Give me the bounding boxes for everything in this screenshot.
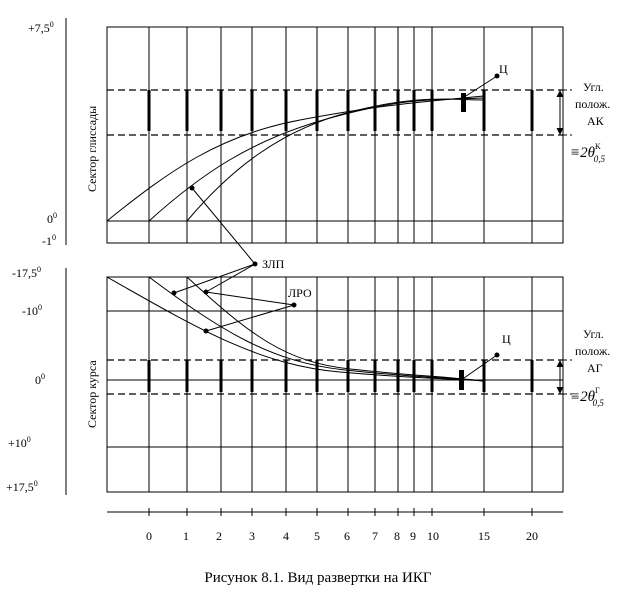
glide-angle-label-line3: АК (587, 114, 605, 128)
x-axis: 0 1 2 3 4 5 6 7 8 9 10 15 20 (107, 508, 563, 543)
glide-y-label: 00 (47, 211, 57, 226)
lro-label: ЛРО (288, 286, 312, 300)
glide-sector-panel: Ц Угл. полож. АК ≡2θK 0,5 Сектор глиссады… (28, 18, 610, 248)
x-tick-label: 1 (183, 529, 189, 543)
glide-angle-label-line2: полож. (575, 97, 610, 111)
glide-target-leader (465, 75, 498, 97)
course-y-label: -100 (22, 303, 42, 318)
course-equisignal-marks (147, 360, 534, 392)
x-tick-label: 5 (314, 529, 320, 543)
course-arrow-head-up (556, 360, 564, 367)
x-tick-label: 6 (344, 529, 350, 543)
x-tick-label: 8 (394, 529, 400, 543)
course-target-leader-dot (494, 352, 500, 358)
x-tick-label: 9 (410, 529, 416, 543)
course-y-label: 00 (35, 372, 45, 387)
x-axis-tick-labels: 0 1 2 3 4 5 6 7 8 9 10 15 20 (146, 529, 538, 543)
course-angle-label-line1: Угл. (583, 327, 604, 341)
glide-target-label: Ц (499, 62, 508, 76)
glide-width-formula: ≡2θK 0,5 (570, 142, 606, 164)
glide-target-marker (461, 93, 466, 112)
glide-target-leader-dot (494, 73, 500, 79)
glide-approach-curves (106, 95, 485, 222)
glide-y-label: +7,50 (28, 20, 54, 35)
x-tick-label: 2 (216, 529, 222, 543)
course-arrow-head-down (556, 387, 564, 394)
glide-arrow-head-down (556, 128, 564, 135)
x-tick-label: 7 (372, 529, 378, 543)
glide-arrow-head-up (556, 90, 564, 97)
course-panel-frame (106, 276, 564, 493)
glide-y-axis-labels: +7,50 00 -10 (28, 20, 57, 248)
x-tick-label: 3 (249, 529, 255, 543)
x-tick-label: 15 (478, 529, 490, 543)
course-target-leader (463, 354, 498, 379)
course-width-formula: ≡2θГ 0,5 (570, 386, 604, 408)
figure-caption: Рисунок 8.1. Вид развертки на ИКГ (204, 570, 431, 586)
course-angle-label-line2: полож. (575, 344, 610, 358)
x-tick-label: 20 (526, 529, 538, 543)
glide-sector-label: Сектор глиссады (85, 106, 99, 192)
course-y-label: -17,50 (12, 265, 41, 280)
callout-dots (171, 185, 297, 334)
course-y-axis-labels: -17,50 -100 00 +100 +17,50 (6, 265, 45, 494)
x-axis-ticks (148, 508, 533, 516)
glide-equisignal-marks (147, 90, 534, 131)
x-tick-label: 4 (283, 529, 289, 543)
course-angle-label-line3: АГ (587, 361, 603, 375)
x-tick-label: 0 (146, 529, 152, 543)
course-approach-curves (106, 276, 485, 382)
x-tick-label: 10 (427, 529, 439, 543)
course-sector-panel: Ц Угл. полож. АГ ≡2θГ 0,5 Сектор курса -1… (6, 265, 610, 495)
course-target-label: Ц (502, 332, 511, 346)
course-y-label: +100 (8, 435, 31, 450)
course-y-label: +17,50 (6, 479, 38, 494)
course-vertical-grid (148, 277, 533, 492)
course-sector-label: Сектор курса (85, 360, 99, 428)
callouts (173, 187, 295, 332)
zlp-label: ЗЛП (262, 257, 285, 271)
glide-y-label: -10 (42, 233, 56, 248)
glide-angle-label-line1: Угл. (583, 80, 604, 94)
